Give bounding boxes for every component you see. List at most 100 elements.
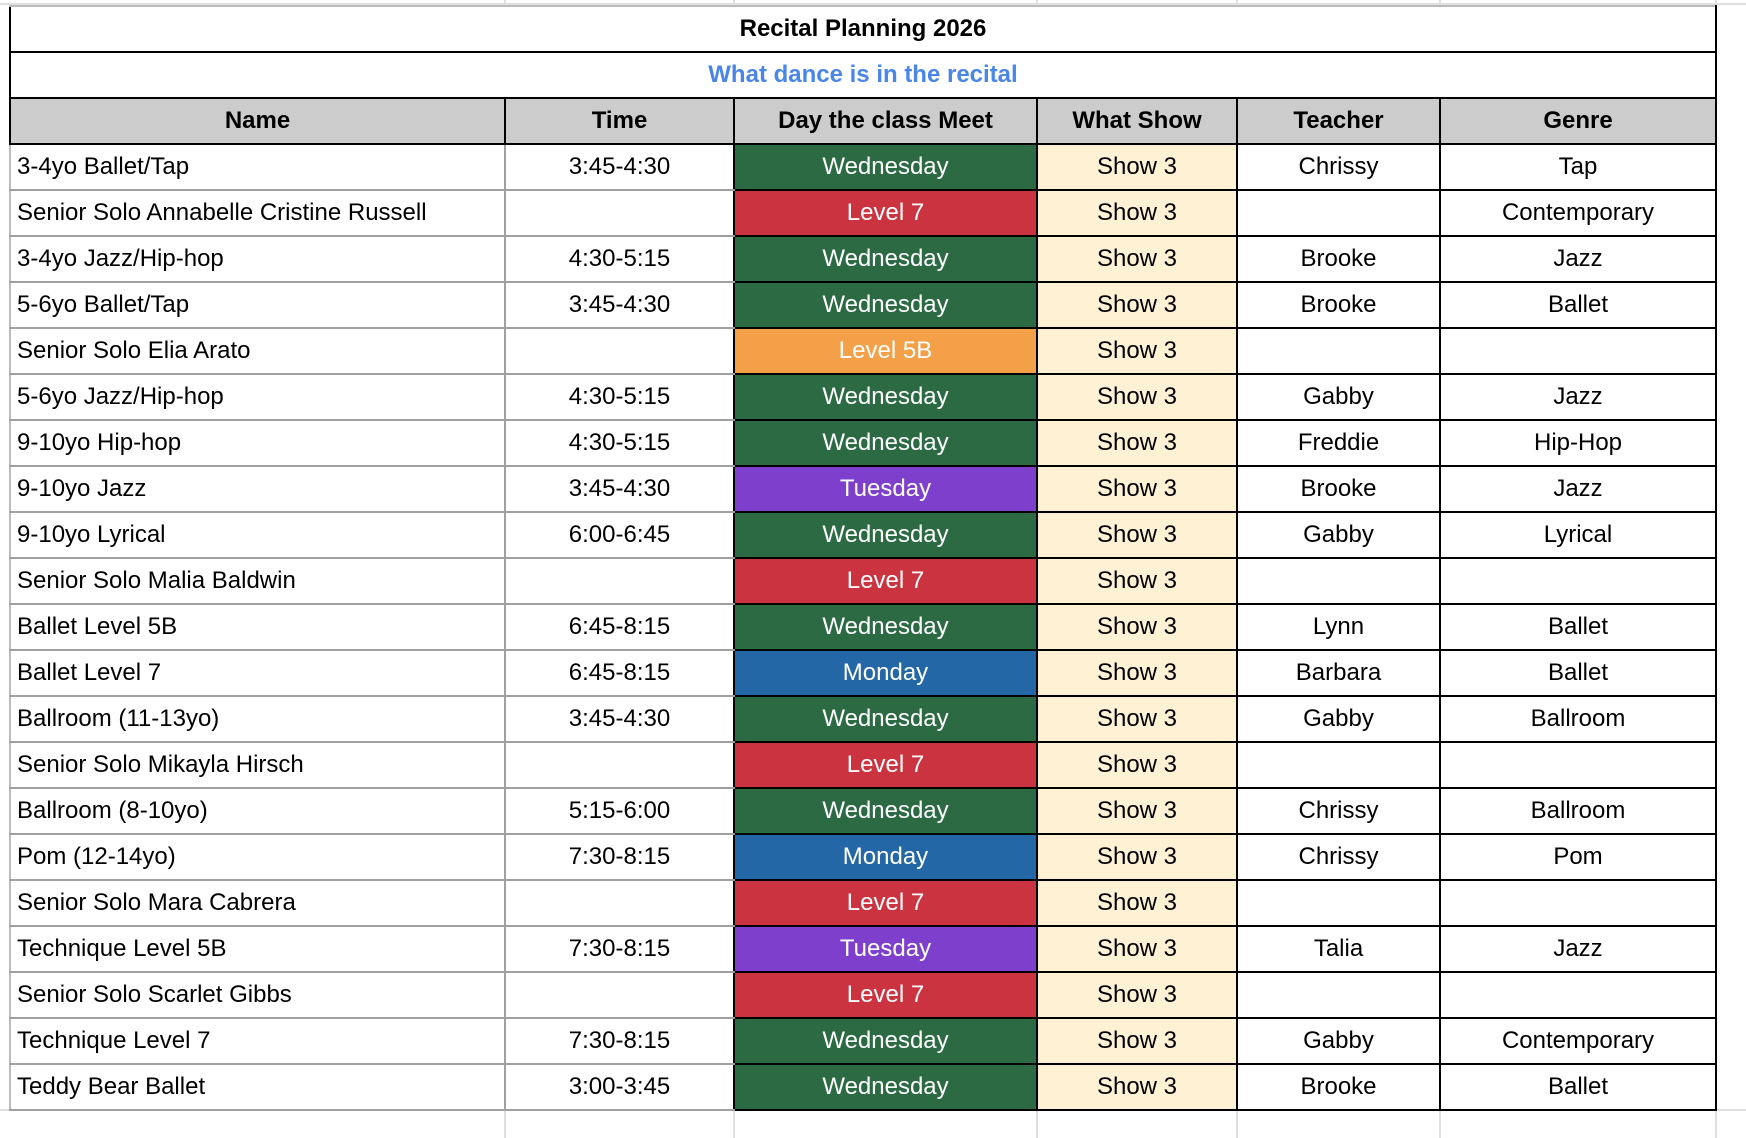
cell-genre[interactable]: Hip-Hop bbox=[1439, 419, 1717, 467]
cell-time[interactable]: 7:30-8:15 bbox=[504, 833, 735, 881]
cell-day[interactable]: Level 7 bbox=[733, 879, 1038, 927]
cell-teacher[interactable]: Chrissy bbox=[1236, 143, 1441, 191]
header-name[interactable]: Name bbox=[9, 97, 506, 145]
cell-day[interactable]: Level 7 bbox=[733, 557, 1038, 605]
cell-name[interactable]: Technique Level 5B bbox=[9, 925, 506, 973]
cell-teacher[interactable]: Gabby bbox=[1236, 1017, 1441, 1065]
cell-teacher[interactable] bbox=[1236, 741, 1441, 789]
cell-teacher[interactable]: Lynn bbox=[1236, 603, 1441, 651]
cell-time[interactable] bbox=[504, 741, 735, 789]
cell-genre[interactable]: Ballet bbox=[1439, 603, 1717, 651]
cell-day[interactable]: Tuesday bbox=[733, 925, 1038, 973]
cell-show[interactable]: Show 3 bbox=[1036, 143, 1238, 191]
cell-genre[interactable]: Ballet bbox=[1439, 1063, 1717, 1111]
cell-teacher[interactable] bbox=[1236, 557, 1441, 605]
cell-time[interactable]: 7:30-8:15 bbox=[504, 925, 735, 973]
cell-time[interactable]: 3:45-4:30 bbox=[504, 465, 735, 513]
cell-genre[interactable] bbox=[1439, 971, 1717, 1019]
cell-show[interactable]: Show 3 bbox=[1036, 1063, 1238, 1111]
cell-day[interactable]: Wednesday bbox=[733, 143, 1038, 191]
cell-name[interactable]: Senior Solo Scarlet Gibbs bbox=[9, 971, 506, 1019]
cell-time[interactable]: 4:30-5:15 bbox=[504, 419, 735, 467]
sheet-subtitle[interactable]: What dance is in the recital bbox=[9, 51, 1717, 99]
cell-time[interactable]: 3:45-4:30 bbox=[504, 281, 735, 329]
cell-teacher[interactable]: Brooke bbox=[1236, 281, 1441, 329]
cell-genre[interactable]: Contemporary bbox=[1439, 189, 1717, 237]
cell-time[interactable]: 4:30-5:15 bbox=[504, 373, 735, 421]
cell-genre[interactable]: Jazz bbox=[1439, 465, 1717, 513]
cell-teacher[interactable]: Gabby bbox=[1236, 511, 1441, 559]
cell-teacher[interactable] bbox=[1236, 971, 1441, 1019]
cell-name[interactable]: Ballroom (8-10yo) bbox=[9, 787, 506, 835]
cell-time[interactable] bbox=[504, 189, 735, 237]
cell-name[interactable]: 5-6yo Jazz/Hip-hop bbox=[9, 373, 506, 421]
cell-show[interactable]: Show 3 bbox=[1036, 649, 1238, 697]
cell-show[interactable]: Show 3 bbox=[1036, 557, 1238, 605]
cell-day[interactable]: Level 7 bbox=[733, 189, 1038, 237]
cell-show[interactable]: Show 3 bbox=[1036, 281, 1238, 329]
cell-day[interactable]: Level 5B bbox=[733, 327, 1038, 375]
cell-genre[interactable]: Tap bbox=[1439, 143, 1717, 191]
cell-teacher[interactable] bbox=[1236, 189, 1441, 237]
cell-day[interactable]: Wednesday bbox=[733, 1063, 1038, 1111]
cell-day[interactable]: Wednesday bbox=[733, 695, 1038, 743]
cell-day[interactable]: Wednesday bbox=[733, 603, 1038, 651]
cell-name[interactable]: 9-10yo Lyrical bbox=[9, 511, 506, 559]
cell-teacher[interactable]: Brooke bbox=[1236, 235, 1441, 283]
cell-time[interactable] bbox=[504, 557, 735, 605]
cell-teacher[interactable]: Gabby bbox=[1236, 695, 1441, 743]
cell-time[interactable]: 7:30-8:15 bbox=[504, 1017, 735, 1065]
cell-show[interactable]: Show 3 bbox=[1036, 603, 1238, 651]
cell-genre[interactable]: Ballroom bbox=[1439, 787, 1717, 835]
cell-day[interactable]: Monday bbox=[733, 833, 1038, 881]
cell-show[interactable]: Show 3 bbox=[1036, 1017, 1238, 1065]
cell-time[interactable]: 4:30-5:15 bbox=[504, 235, 735, 283]
cell-genre[interactable] bbox=[1439, 327, 1717, 375]
cell-show[interactable]: Show 3 bbox=[1036, 189, 1238, 237]
cell-genre[interactable]: Pom bbox=[1439, 833, 1717, 881]
cell-time[interactable]: 5:15-6:00 bbox=[504, 787, 735, 835]
cell-day[interactable]: Wednesday bbox=[733, 235, 1038, 283]
cell-teacher[interactable] bbox=[1236, 327, 1441, 375]
cell-teacher[interactable]: Gabby bbox=[1236, 373, 1441, 421]
cell-day[interactable]: Wednesday bbox=[733, 281, 1038, 329]
cell-day[interactable]: Monday bbox=[733, 649, 1038, 697]
cell-name[interactable]: Teddy Bear Ballet bbox=[9, 1063, 506, 1111]
header-time[interactable]: Time bbox=[504, 97, 735, 145]
cell-time[interactable]: 6:00-6:45 bbox=[504, 511, 735, 559]
cell-time[interactable]: 3:45-4:30 bbox=[504, 143, 735, 191]
cell-time[interactable]: 3:00-3:45 bbox=[504, 1063, 735, 1111]
cell-show[interactable]: Show 3 bbox=[1036, 833, 1238, 881]
cell-genre[interactable]: Contemporary bbox=[1439, 1017, 1717, 1065]
cell-teacher[interactable]: Brooke bbox=[1236, 465, 1441, 513]
cell-time[interactable] bbox=[504, 327, 735, 375]
cell-day[interactable]: Level 7 bbox=[733, 741, 1038, 789]
cell-name[interactable]: Ballroom (11-13yo) bbox=[9, 695, 506, 743]
header-teacher[interactable]: Teacher bbox=[1236, 97, 1441, 145]
cell-show[interactable]: Show 3 bbox=[1036, 925, 1238, 973]
header-day[interactable]: Day the class Meet bbox=[733, 97, 1038, 145]
cell-day[interactable]: Wednesday bbox=[733, 419, 1038, 467]
cell-genre[interactable] bbox=[1439, 741, 1717, 789]
cell-teacher[interactable]: Barbara bbox=[1236, 649, 1441, 697]
cell-name[interactable]: 3-4yo Jazz/Hip-hop bbox=[9, 235, 506, 283]
cell-genre[interactable] bbox=[1439, 557, 1717, 605]
cell-time[interactable] bbox=[504, 879, 735, 927]
cell-name[interactable]: Pom (12-14yo) bbox=[9, 833, 506, 881]
cell-show[interactable]: Show 3 bbox=[1036, 235, 1238, 283]
cell-teacher[interactable]: Talia bbox=[1236, 925, 1441, 973]
cell-genre[interactable]: Ballroom bbox=[1439, 695, 1717, 743]
cell-time[interactable] bbox=[504, 971, 735, 1019]
cell-teacher[interactable] bbox=[1236, 879, 1441, 927]
cell-time[interactable]: 6:45-8:15 bbox=[504, 603, 735, 651]
cell-time[interactable]: 3:45-4:30 bbox=[504, 695, 735, 743]
cell-show[interactable]: Show 3 bbox=[1036, 971, 1238, 1019]
cell-genre[interactable]: Ballet bbox=[1439, 281, 1717, 329]
cell-name[interactable]: Senior Solo Mikayla Hirsch bbox=[9, 741, 506, 789]
cell-day[interactable]: Wednesday bbox=[733, 787, 1038, 835]
cell-name[interactable]: 3-4yo Ballet/Tap bbox=[9, 143, 506, 191]
cell-show[interactable]: Show 3 bbox=[1036, 465, 1238, 513]
cell-name[interactable]: Ballet Level 7 bbox=[9, 649, 506, 697]
header-genre[interactable]: Genre bbox=[1439, 97, 1717, 145]
cell-name[interactable]: 5-6yo Ballet/Tap bbox=[9, 281, 506, 329]
